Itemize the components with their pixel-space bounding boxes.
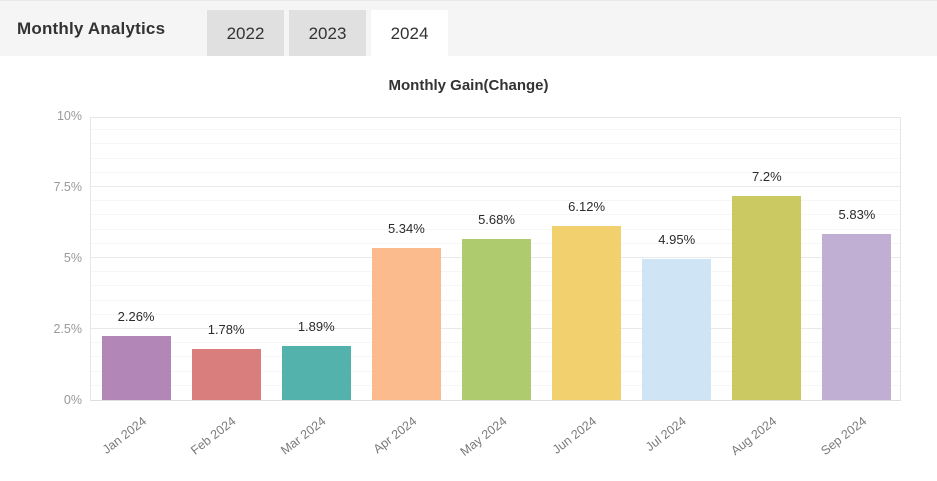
bar-value-label: 4.95%: [658, 232, 696, 248]
x-tick-sep-2024: Sep 2024: [818, 414, 870, 458]
year-tabstrip: 2022 2023 2024: [207, 10, 448, 57]
bar-value-label: 6.12%: [568, 199, 606, 215]
y-tick-0pct: 0%: [63, 393, 82, 407]
y-tick-5pct: 5%: [63, 251, 82, 265]
x-tick-jul-2024: Jul 2024: [643, 414, 690, 455]
bar-jun-2024[interactable]: [552, 226, 622, 400]
bar-value-label: 1.89%: [297, 319, 335, 335]
x-tick-apr-2024: Apr 2024: [370, 414, 420, 457]
bar-value-label: 5.34%: [387, 221, 425, 237]
page-title: Monthly Analytics: [17, 19, 166, 38]
bar-jan-2024[interactable]: [101, 335, 171, 400]
x-tick-mar-2024: Mar 2024: [278, 414, 329, 458]
bar-value-label: 2.26%: [117, 308, 155, 324]
bar-jul-2024[interactable]: [642, 259, 712, 400]
bar-aug-2024[interactable]: [732, 195, 802, 400]
bar-apr-2024[interactable]: [371, 248, 441, 400]
tab-2024[interactable]: 2024: [371, 10, 448, 57]
x-tick-jun-2024: Jun 2024: [550, 414, 600, 457]
chart-title: Monthly Gain(Change): [388, 77, 549, 94]
bar-value-label: 5.68%: [478, 211, 515, 227]
x-tick-may-2024: May 2024: [457, 414, 510, 459]
y-tick-10pct: 10%: [56, 109, 82, 123]
y-axis-tick-labels: 0% 2.5% 5% 7.5% 10%: [0, 109, 83, 407]
bar-feb-2024[interactable]: [191, 349, 261, 400]
tab-2023[interactable]: 2023: [289, 10, 366, 57]
x-tick-aug-2024: Aug 2024: [728, 414, 780, 458]
bar-value-label: 5.83%: [838, 207, 876, 223]
bar-value-label: 7.2%: [752, 168, 782, 184]
x-axis-tick-labels: Jan 2024 Feb 2024 Mar 2024 Apr 2024 May 2024…: [90, 408, 901, 481]
header-bar: Monthly Analytics 2022 2023 2024: [0, 0, 937, 57]
y-tick-7_5pct: 7.5%: [53, 180, 83, 194]
gridline-major: [91, 186, 900, 187]
monthly-gain-chart: Monthly Gain(Change) 0% 2.5% 5% 7.5% 10% 2.2…: [0, 56, 937, 481]
bar-value-label: 1.78%: [207, 322, 245, 338]
gridline-minor: [91, 143, 900, 145]
bar-may-2024[interactable]: [462, 238, 531, 400]
y-tick-2_5pct: 2.5%: [53, 322, 83, 336]
gridline-minor: [91, 129, 900, 131]
bar-mar-2024[interactable]: [281, 346, 351, 400]
x-tick-feb-2024: Feb 2024: [188, 414, 239, 458]
plot-area: 2.26% 1.78% 1.89% 5.34% 5.68% 6.12% 4.95% 7.2% 5…: [90, 117, 901, 401]
gridline-minor: [91, 157, 900, 159]
tab-2022[interactable]: 2022: [207, 10, 284, 57]
x-tick-jan-2024: Jan 2024: [99, 414, 149, 457]
bar-sep-2024[interactable]: [822, 234, 892, 400]
